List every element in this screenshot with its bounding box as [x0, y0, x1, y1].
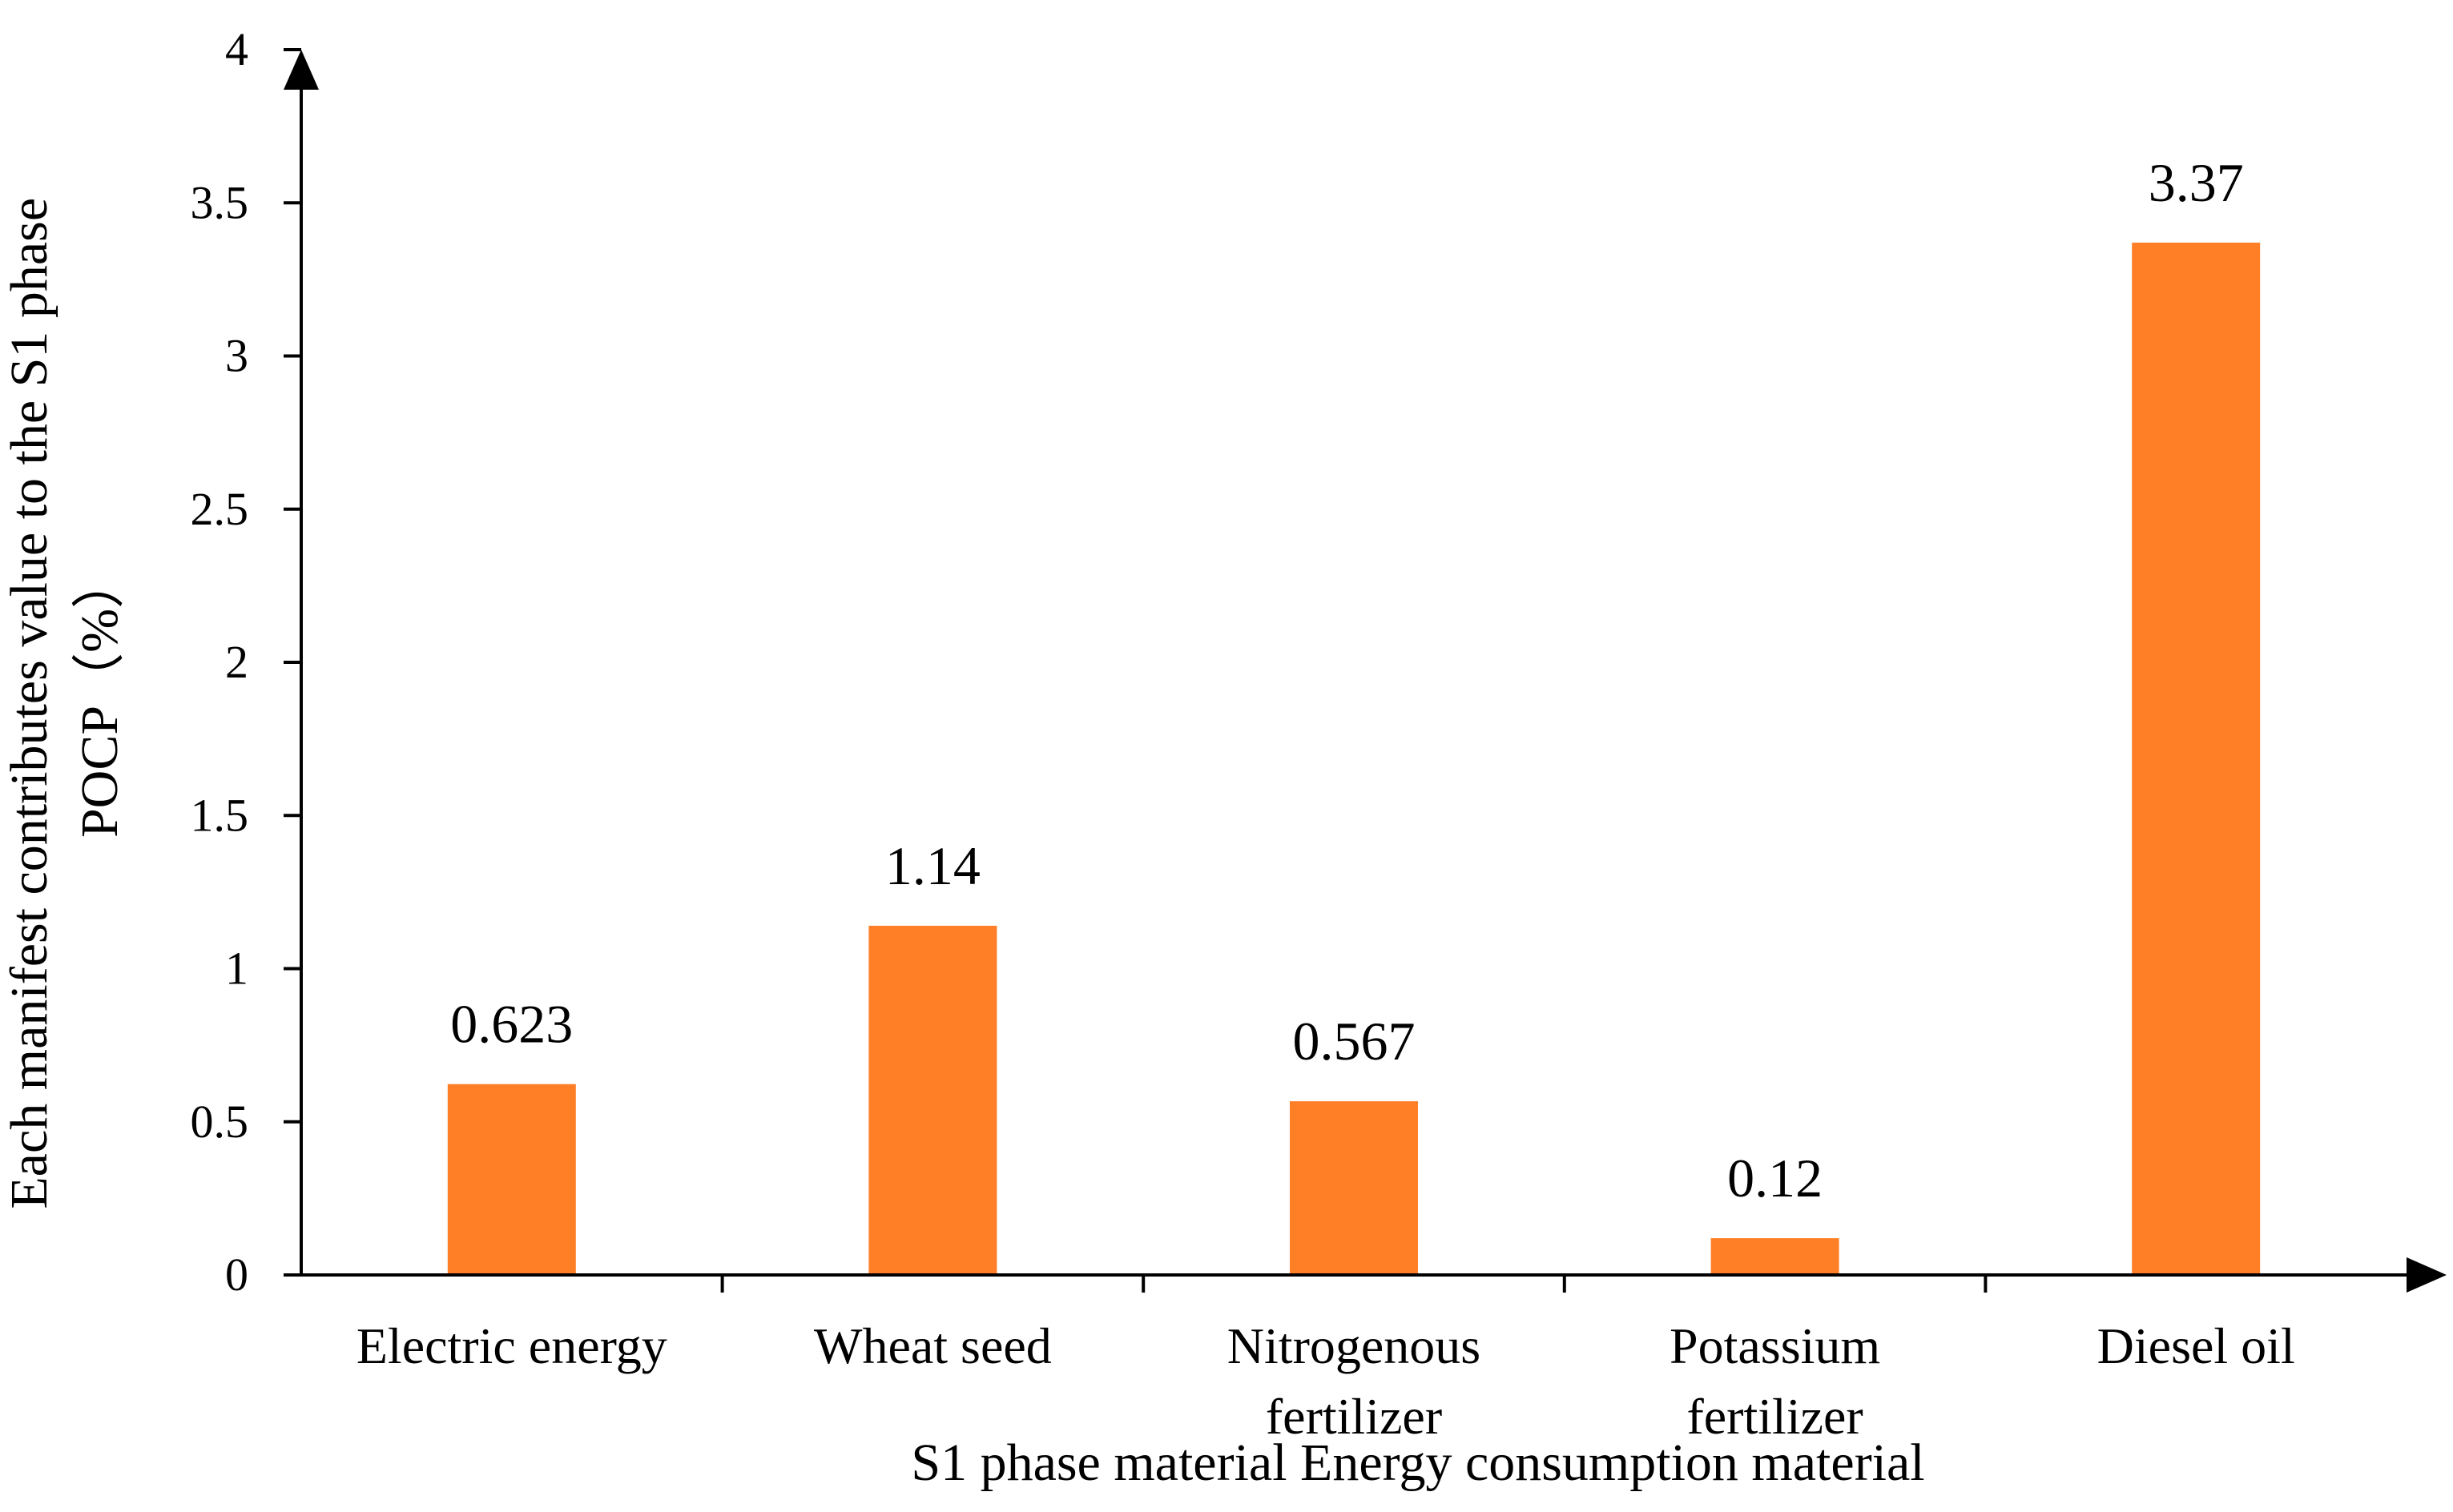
x-category-label: Diesel oil [2097, 1317, 2295, 1374]
data-label: 0.623 [450, 994, 573, 1055]
y-tick-label: 3 [225, 330, 248, 382]
axes [284, 50, 2447, 1293]
bar [2132, 242, 2261, 1276]
x-category-label-line: Potassium [1670, 1317, 1880, 1374]
data-label: 0.567 [1293, 1011, 1416, 1072]
y-tick-label: 4 [225, 23, 248, 75]
bar [447, 1084, 576, 1275]
x-axis-ticks [720, 1275, 1988, 1293]
y-tick-label: 0 [225, 1249, 248, 1301]
x-category-label-line: Electric energy [356, 1317, 667, 1374]
x-category-label-line: Wheat seed [814, 1317, 1052, 1374]
x-category-label: Potassium fertilizer [1670, 1317, 1880, 1445]
bar [1290, 1101, 1418, 1275]
y-tick-label: 1 [225, 943, 248, 995]
y-axis-ticks: 0 0.5 1 1.5 2 2.5 3 3.5 4 [191, 23, 301, 1301]
x-category-label-line: fertilizer [1266, 1388, 1442, 1445]
y-tick-label: 2.5 [191, 483, 249, 535]
bar [868, 925, 997, 1275]
data-label: 0.12 [1727, 1148, 1823, 1208]
x-category-label-line: Diesel oil [2097, 1317, 2295, 1374]
y-tick-label: 3.5 [191, 176, 249, 228]
x-category-label: Nitrogenous fertilizer [1227, 1317, 1480, 1445]
y-axis-title: Each manifest contributes value to the S… [0, 184, 129, 1208]
data-label: 3.37 [2149, 152, 2244, 213]
y-axis-arrow-icon [284, 50, 319, 90]
data-labels: 0.623 1.14 0.567 0.12 3.37 [450, 152, 2243, 1208]
y-tick-label: 0.5 [191, 1096, 249, 1148]
y-axis-title-line-2: POCP（%） [70, 556, 129, 838]
x-category-label: Wheat seed [814, 1317, 1052, 1374]
y-tick-label: 2 [225, 636, 248, 688]
x-category-label: Electric energy [356, 1317, 667, 1374]
x-category-label-line: Nitrogenous [1227, 1317, 1480, 1374]
bars [447, 242, 2261, 1276]
y-tick-label: 1.5 [191, 789, 249, 841]
bar [1710, 1238, 1839, 1275]
y-axis-title-line-1: Each manifest contributes value to the S… [0, 198, 58, 1209]
x-axis-arrow-icon [2407, 1257, 2447, 1293]
x-category-label-line: fertilizer [1686, 1388, 1863, 1445]
x-axis-category-labels: Electric energy Wheat seed Nitrogenous fert… [356, 1317, 2295, 1445]
x-axis-title: S1 phase material Energy consumption mat… [911, 1434, 1924, 1492]
data-label: 1.14 [885, 835, 981, 896]
